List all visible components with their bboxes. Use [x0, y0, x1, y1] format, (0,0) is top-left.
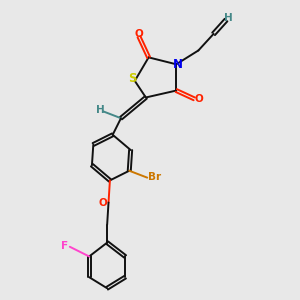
Text: Br: Br	[148, 172, 161, 182]
Text: S: S	[128, 72, 136, 85]
Text: O: O	[195, 94, 204, 104]
Text: F: F	[61, 241, 68, 251]
Text: N: N	[172, 58, 183, 71]
Text: O: O	[135, 29, 143, 39]
Text: H: H	[96, 105, 105, 115]
Text: O: O	[98, 197, 107, 208]
Text: H: H	[224, 13, 233, 23]
